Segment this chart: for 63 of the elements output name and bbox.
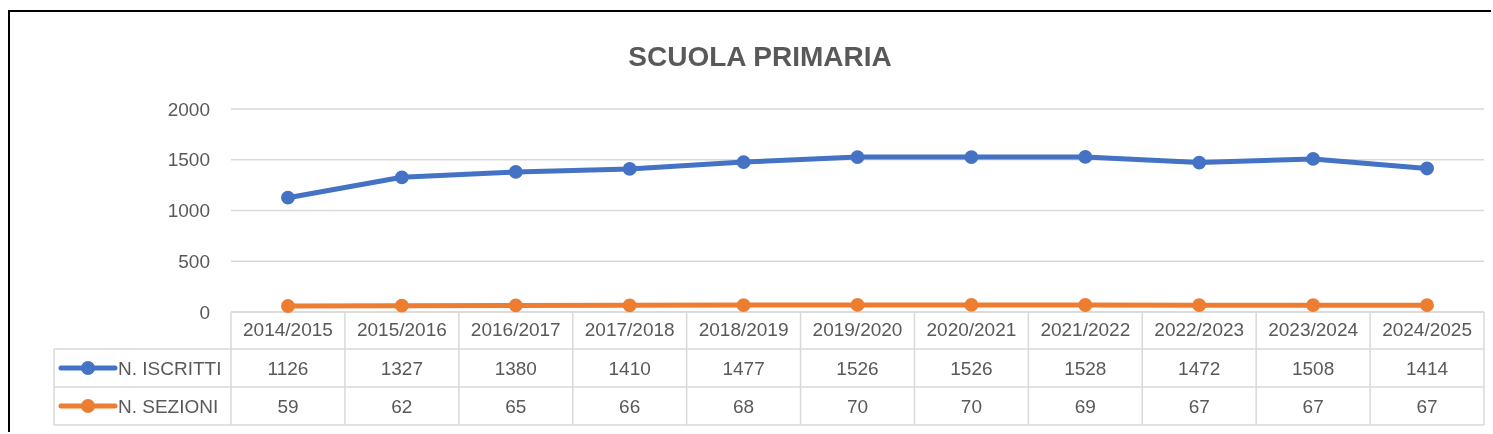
y-tick-label: 2000 xyxy=(167,98,210,120)
point xyxy=(1078,150,1093,164)
y-tick-label: 1500 xyxy=(167,149,210,171)
point xyxy=(964,150,979,165)
point xyxy=(394,170,409,185)
x-tick-label: 2024/2025 xyxy=(1382,318,1472,340)
x-tick-label: 2023/2024 xyxy=(1268,318,1359,340)
y-tick-label: 500 xyxy=(178,250,210,272)
legend-label: N. ISCRITTI xyxy=(118,357,222,379)
data-label: 67 xyxy=(1188,395,1210,417)
point xyxy=(281,299,295,313)
point xyxy=(1420,298,1434,313)
x-tick-label: 2016/2017 xyxy=(470,318,561,340)
x-tick-label: 2014/2015 xyxy=(243,318,333,340)
data-label: 62 xyxy=(391,395,413,417)
x-tick-label: 2022/2023 xyxy=(1154,318,1245,340)
data-label: 1327 xyxy=(380,357,423,379)
x-tick-label: 2020/2021 xyxy=(926,318,1017,340)
point xyxy=(1306,298,1321,313)
data-label: 1508 xyxy=(1292,357,1335,379)
point xyxy=(1192,155,1207,170)
data-label: 70 xyxy=(960,395,982,417)
point xyxy=(622,298,637,313)
point xyxy=(850,150,865,165)
point xyxy=(850,298,865,312)
data-label: 1526 xyxy=(836,357,879,379)
point xyxy=(508,298,523,313)
data-label: 66 xyxy=(619,395,641,417)
y-tick-label: 1000 xyxy=(167,200,210,222)
point xyxy=(394,298,409,313)
data-label: 1472 xyxy=(1178,357,1221,379)
point xyxy=(508,165,523,179)
point xyxy=(1078,298,1093,312)
point xyxy=(1192,298,1207,313)
point xyxy=(1306,152,1321,166)
point xyxy=(736,298,751,312)
x-tick-label: 2019/2020 xyxy=(812,318,903,340)
data-label: 69 xyxy=(1074,395,1096,417)
data-label: 1526 xyxy=(950,357,993,379)
data-label: 1410 xyxy=(608,357,651,379)
data-label: 1414 xyxy=(1405,357,1449,379)
point xyxy=(281,190,295,205)
point xyxy=(1420,161,1434,176)
point xyxy=(622,161,637,176)
x-tick-label: 2018/2019 xyxy=(698,318,789,340)
data-label: 70 xyxy=(846,395,869,417)
point xyxy=(736,155,751,169)
data-label: 67 xyxy=(1302,395,1324,417)
data-label: 1528 xyxy=(1064,357,1107,379)
x-tick-label: 2021/2022 xyxy=(1040,318,1131,340)
data-label: 1380 xyxy=(494,357,537,379)
chart-title: SCUOLA PRIMARIA xyxy=(628,41,892,72)
data-label: 67 xyxy=(1416,395,1438,417)
data-label: 65 xyxy=(505,395,527,417)
legend-label: N. SEZIONI xyxy=(118,395,219,417)
y-tick-label: 0 xyxy=(199,301,210,323)
data-label: 1477 xyxy=(722,357,765,379)
data-label: 59 xyxy=(277,395,299,417)
data-label: 1126 xyxy=(267,357,309,379)
point xyxy=(964,298,979,312)
x-tick-label: 2015/2016 xyxy=(356,318,447,340)
x-tick-label: 2017/2018 xyxy=(584,318,675,340)
data-label: 68 xyxy=(733,395,755,417)
